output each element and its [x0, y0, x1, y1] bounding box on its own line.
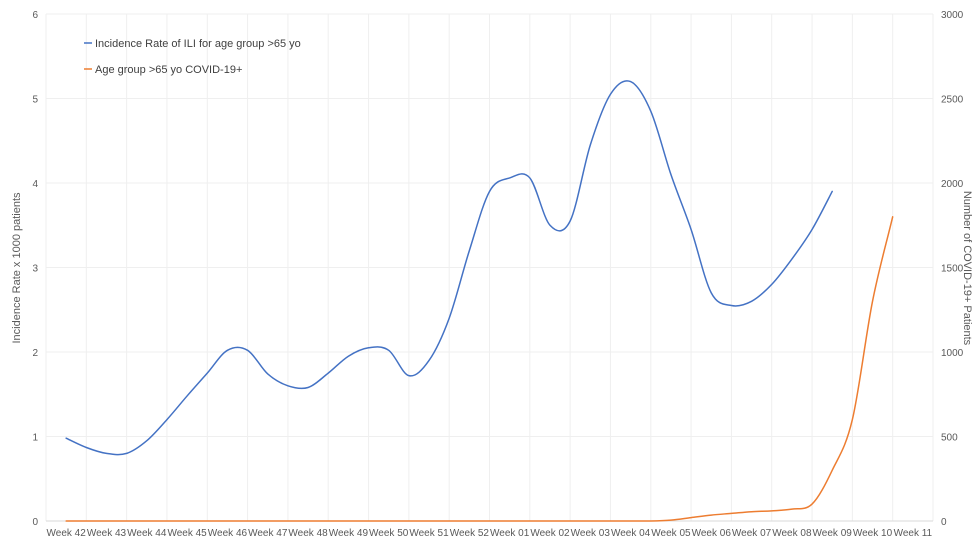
left-y-tick-label: 6	[32, 10, 38, 21]
legend: Incidence Rate of ILI for age group >65 …	[84, 38, 301, 76]
x-tick-label: Week 05	[651, 528, 691, 539]
right-y-tick-label: 3000	[941, 10, 964, 21]
x-tick-label: Week 02	[530, 528, 570, 539]
x-tick-label: Week 49	[329, 528, 369, 539]
x-tick-label: Week 50	[369, 528, 409, 539]
series-line-0	[65, 80, 833, 456]
grid	[45, 13, 934, 522]
left-y-tick-label: 4	[32, 179, 38, 190]
x-tick-label: Week 46	[208, 528, 248, 539]
x-tick-label: Week 09	[813, 528, 853, 539]
right-y-tick-label: 1500	[941, 264, 964, 275]
left-y-tick-label: 5	[32, 95, 38, 106]
y-axis-title: Incidence Rate x 1000 patients	[11, 192, 23, 344]
x-tick-label: Week 47	[248, 528, 288, 539]
x-tick-label: Week 10	[853, 528, 893, 539]
left-axis-ticks: 0 1 2 3 4 5 6	[32, 10, 38, 528]
legend-label-covid: Age group >65 yo COVID-19+	[95, 64, 242, 76]
series	[65, 80, 894, 522]
left-y-tick-label: 1	[32, 433, 38, 444]
right-y-tick-label: 1000	[941, 348, 964, 359]
right-y-tick-label: 500	[941, 433, 958, 444]
series-line-1	[65, 216, 894, 522]
x-tick-label: Week 51	[409, 528, 449, 539]
legend-item-ili: Incidence Rate of ILI for age group >65 …	[84, 38, 301, 50]
left-y-tick-label: 3	[32, 264, 38, 275]
y2-axis-title: Number of COVID-19+ Patients	[961, 191, 973, 346]
right-axis-ticks: 0 500 1000 1500 2000 2500 3000	[941, 10, 964, 528]
left-y-tick-label: 2	[32, 348, 38, 359]
x-tick-label: Week 07	[732, 528, 772, 539]
right-y-tick-label: 0	[941, 517, 947, 528]
legend-item-covid: Age group >65 yo COVID-19+	[84, 64, 242, 76]
x-axis-ticks: Week 42 Week 43 Week 44 Week 45 Week 46 Week …	[47, 528, 933, 539]
x-tick-label: Week 08	[772, 528, 812, 539]
x-tick-label: Week 11	[894, 528, 933, 539]
x-tick-label: Week 06	[692, 528, 732, 539]
legend-label-ili: Incidence Rate of ILI for age group >65 …	[95, 38, 301, 50]
x-tick-label: Week 04	[611, 528, 651, 539]
x-tick-label: Week 44	[127, 528, 167, 539]
x-tick-label: Week 01	[490, 528, 530, 539]
x-tick-label: Week 43	[87, 528, 127, 539]
x-tick-label: Week 42	[47, 528, 87, 539]
x-tick-label: Week 03	[571, 528, 611, 539]
x-tick-label: Week 45	[167, 528, 207, 539]
right-y-tick-label: 2000	[941, 179, 964, 190]
left-y-tick-label: 0	[32, 517, 38, 528]
x-tick-label: Week 48	[288, 528, 328, 539]
x-tick-label: Week 52	[450, 528, 490, 539]
right-y-tick-label: 2500	[941, 95, 964, 106]
